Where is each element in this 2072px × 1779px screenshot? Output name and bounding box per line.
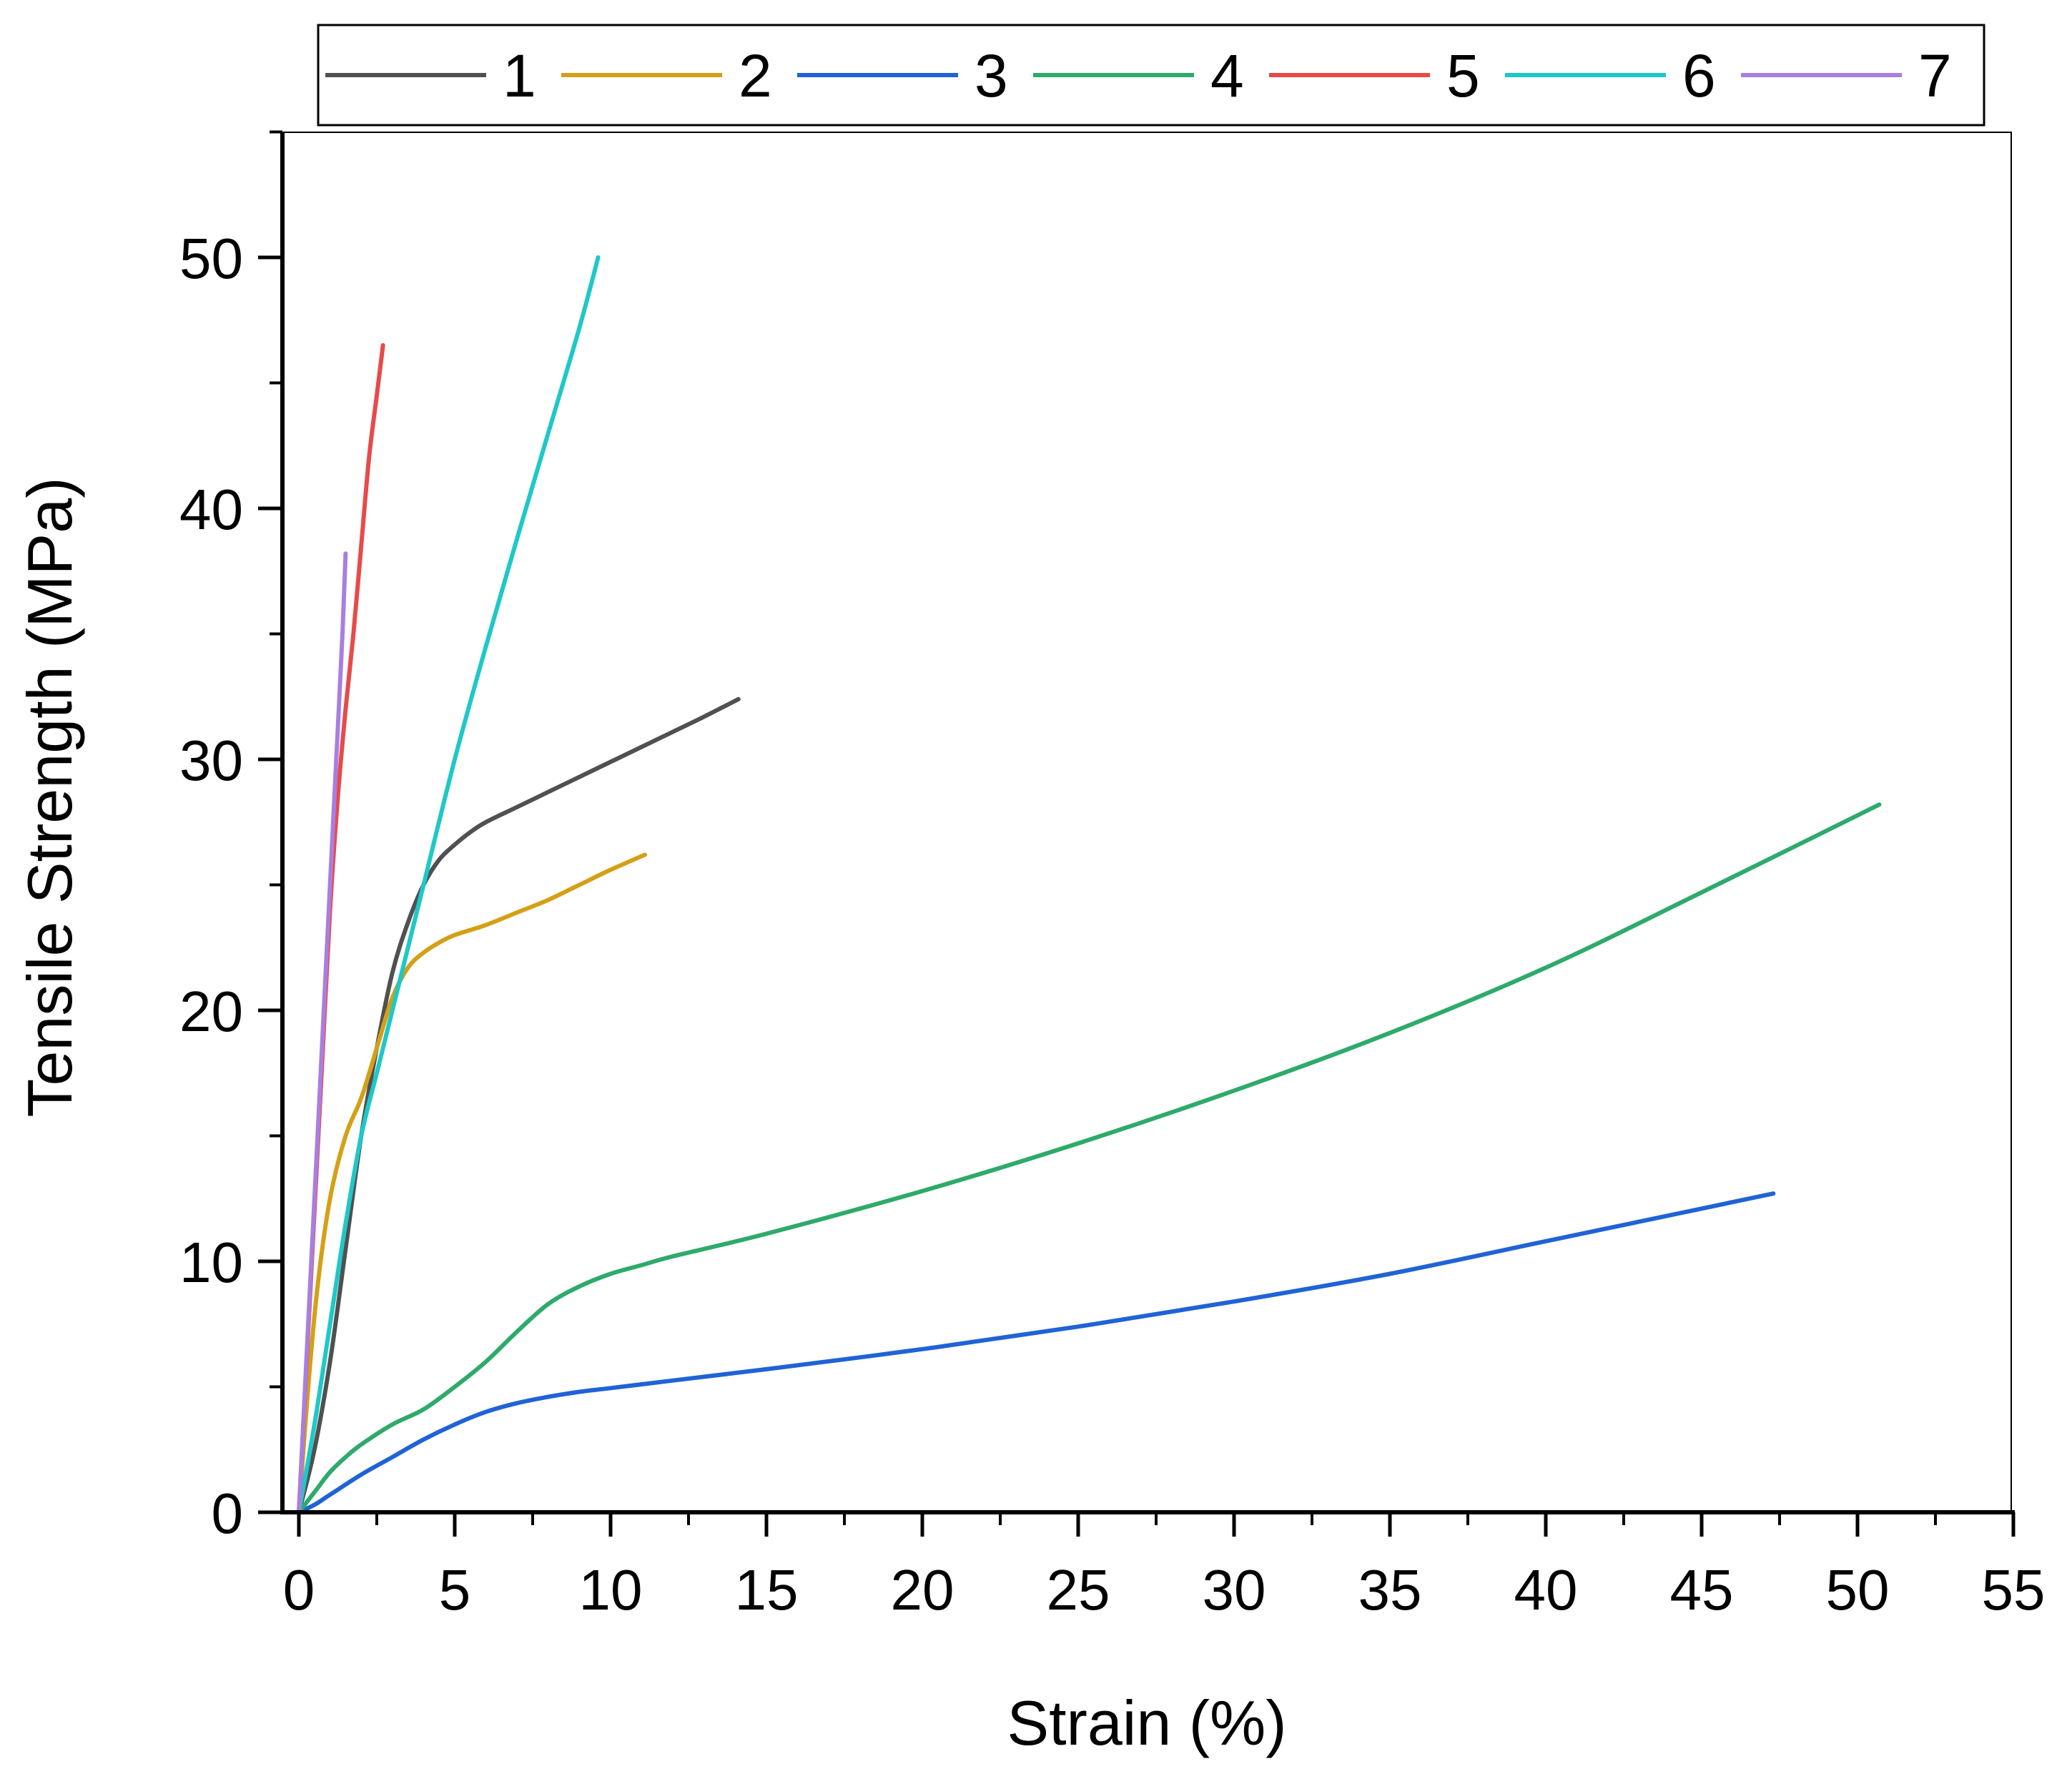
x-axis: 0 5 10 15 20 25 30 35 40 45 50 55 [282, 1510, 2046, 1622]
series-line-4 [297, 802, 1882, 1514]
series-line-7 [297, 551, 348, 1514]
legend-label-3: 3 [975, 42, 1008, 109]
y-tick-label: 10 [179, 1231, 243, 1294]
x-tick-label: 35 [1358, 1558, 1422, 1622]
series-lines [297, 255, 1882, 1514]
x-tick-label: 40 [1514, 1558, 1578, 1622]
y-tick-label: 30 [179, 729, 243, 792]
x-tick-label: 30 [1203, 1558, 1266, 1622]
y-tick-label: 0 [212, 1482, 244, 1545]
x-axis-title: Strain (%) [1007, 1687, 1286, 1758]
legend-label-2: 2 [739, 42, 772, 109]
legend-label-7: 7 [1918, 42, 1952, 109]
legend-label-4: 4 [1210, 42, 1244, 109]
legend-label-6: 6 [1682, 42, 1716, 109]
x-tick-label: 45 [1670, 1558, 1734, 1622]
x-tick-label: 55 [1982, 1558, 2046, 1622]
y-tick-label: 40 [179, 478, 243, 541]
y-tick-label: 50 [179, 227, 243, 290]
legend-label-1: 1 [503, 42, 536, 109]
legend: 1 2 3 4 5 6 7 [317, 24, 1985, 127]
x-tick-label: 25 [1047, 1558, 1110, 1622]
y-tick-label: 20 [179, 980, 243, 1043]
legend-label-5: 5 [1446, 42, 1480, 109]
x-tick-label: 10 [579, 1558, 643, 1622]
plot-frame [282, 132, 2012, 1513]
series-line-6 [297, 255, 601, 1514]
x-tick-label: 20 [891, 1558, 954, 1622]
series-line-1 [297, 696, 741, 1514]
series-line-3 [297, 1191, 1776, 1514]
y-axis: 0 10 20 30 40 50 [179, 130, 285, 1545]
x-tick-label: 15 [735, 1558, 799, 1622]
x-tick-label: 0 [283, 1558, 315, 1622]
y-axis-title: Tensile Strength (MPa) [14, 477, 85, 1117]
x-tick-label: 5 [439, 1558, 471, 1622]
x-tick-label: 50 [1826, 1558, 1890, 1622]
